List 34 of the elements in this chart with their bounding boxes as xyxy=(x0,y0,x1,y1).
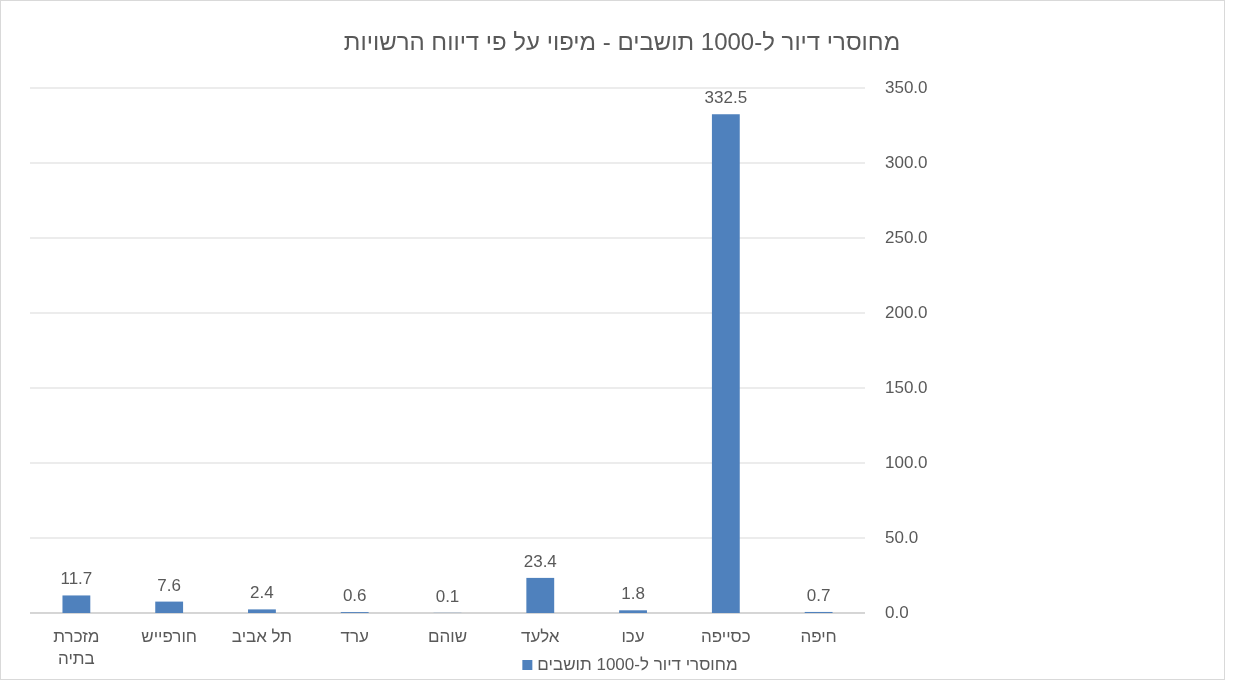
x-tick-label: חורפייש xyxy=(140,626,199,648)
chart-title: מחוסרי דיור ל-1000 תושבים - מיפוי על פי דיווח הרשויות xyxy=(343,28,901,56)
data-label: 11.7 xyxy=(60,569,93,590)
x-tick-label: מזכרת בתיה xyxy=(52,626,101,670)
x-tick-label: תל אביב xyxy=(230,626,294,648)
y-tick-label: 300.0 xyxy=(885,153,928,173)
data-label: 332.5 xyxy=(704,88,748,109)
x-tick-label: כסייפה xyxy=(699,626,752,648)
x-tick-label: שוהם xyxy=(426,626,469,648)
y-tick-label: 200.0 xyxy=(885,303,928,323)
data-label: 7.6 xyxy=(157,575,181,596)
data-label: 0.6 xyxy=(342,586,367,607)
bar xyxy=(155,601,184,613)
x-tick-label: אלעד xyxy=(520,626,561,648)
y-tick-label: 50.0 xyxy=(885,528,919,548)
y-tick-label: 150.0 xyxy=(885,378,928,398)
y-tick-label: 0.0 xyxy=(885,603,909,623)
y-tick-label: 100.0 xyxy=(885,453,928,473)
data-label: 23.4 xyxy=(523,551,557,572)
x-tick-label: ערד xyxy=(339,626,370,648)
bar xyxy=(526,577,555,613)
y-tick-label: 350.0 xyxy=(885,78,928,98)
y-tick-label: 250.0 xyxy=(885,228,928,248)
bar xyxy=(619,610,647,613)
x-tick-label: חיפה xyxy=(799,626,838,648)
data-label: 0.1 xyxy=(435,586,460,607)
bar xyxy=(711,114,740,613)
x-tick-label: עכו xyxy=(620,626,646,648)
data-label: 1.8 xyxy=(621,584,645,605)
data-label: 2.4 xyxy=(250,583,274,604)
bar xyxy=(248,609,276,613)
bar xyxy=(62,595,91,613)
data-label: 0.7 xyxy=(806,585,831,606)
legend: מחוסרי דיור ל-1000 תושבים xyxy=(522,655,738,675)
